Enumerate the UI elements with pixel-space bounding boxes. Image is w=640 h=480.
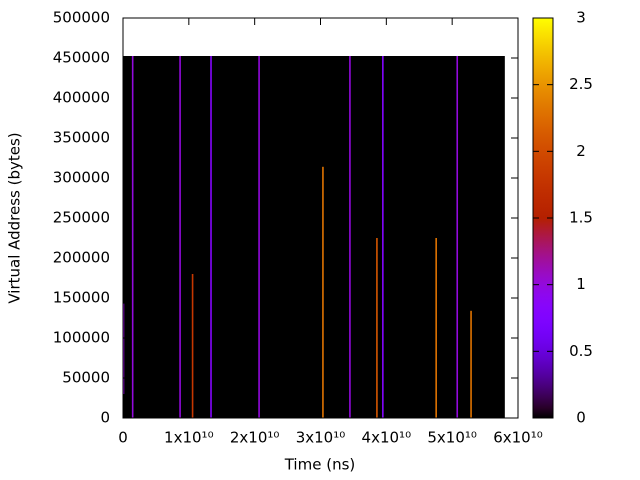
y-tick-label: 50000 [62, 369, 110, 387]
y-tick-label: 250000 [53, 209, 110, 227]
x-tick-label: 6x10¹⁰ [493, 429, 543, 447]
streak [376, 238, 378, 418]
y-tick-label: 350000 [53, 129, 110, 147]
x-tick-label: 1x10¹⁰ [164, 429, 214, 447]
y-axis-label: Virtual Address (bytes) [6, 132, 24, 303]
y-tick-label: 150000 [53, 289, 110, 307]
colorbar-tick-label: 1.5 [569, 209, 593, 227]
x-tick-label: 3x10¹⁰ [296, 429, 346, 447]
x-tick-label: 4x10¹⁰ [362, 429, 412, 447]
y-tick-label: 300000 [53, 169, 110, 187]
streak [456, 56, 459, 418]
y-tick-label: 200000 [53, 249, 110, 267]
colorbar-tick-label: 0 [576, 409, 586, 427]
y-tick-label: 400000 [53, 89, 110, 107]
x-tick-label: 0 [118, 429, 128, 447]
streak [349, 56, 351, 418]
x-tick-label: 2x10¹⁰ [230, 429, 280, 447]
streak [179, 56, 181, 418]
colorbar-tick-label: 2.5 [569, 75, 593, 93]
x-axis-label: Time (ns) [284, 456, 356, 474]
heatmap-background [123, 56, 505, 418]
y-tick-label: 0 [100, 409, 110, 427]
streak [435, 238, 437, 418]
y-tick-label: 500000 [53, 9, 110, 27]
y-tick-label: 450000 [53, 49, 110, 67]
colorbar-tick-label: 0.5 [569, 342, 593, 360]
colorbar-tick-label: 3 [576, 9, 586, 27]
x-tick-label: 5x10¹⁰ [427, 429, 477, 447]
streak [322, 166, 324, 418]
streak [191, 274, 194, 418]
streak [258, 56, 260, 418]
streak [382, 56, 384, 418]
streak [470, 310, 472, 418]
colorbar-tick-label: 1 [576, 275, 586, 293]
streak [131, 56, 134, 418]
streak [210, 56, 212, 418]
colorbar-tick-label: 2 [576, 142, 586, 160]
y-tick-label: 100000 [53, 329, 110, 347]
